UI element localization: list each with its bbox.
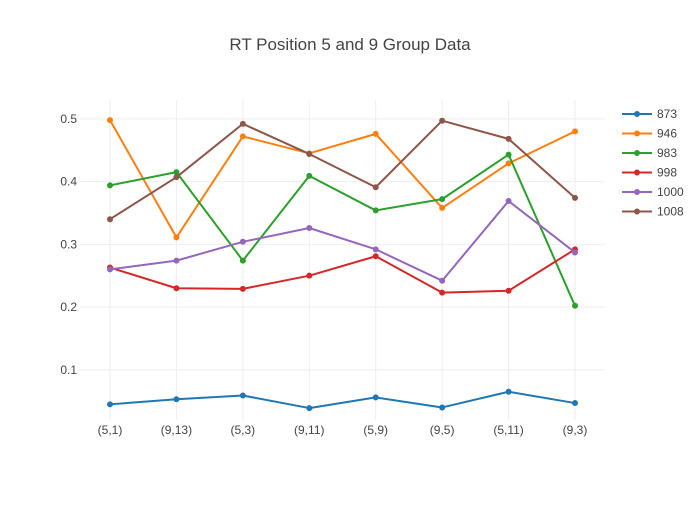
chart-title: RT Position 5 and 9 Group Data — [229, 35, 471, 54]
series-1008 — [107, 117, 578, 223]
data-point[interactable] — [505, 198, 512, 205]
x-tick-label: (9,13) — [161, 423, 192, 437]
data-point[interactable] — [372, 246, 379, 253]
data-point[interactable] — [439, 196, 446, 203]
legend[interactable]: 873 946 983 998 1000 1008 — [622, 107, 684, 219]
legend-swatch-marker — [634, 150, 640, 156]
data-point[interactable] — [572, 400, 578, 407]
data-point[interactable] — [173, 234, 180, 241]
data-point[interactable] — [372, 394, 379, 401]
legend-item-873[interactable]: 873 — [622, 107, 677, 121]
data-point[interactable] — [572, 128, 578, 135]
data-point[interactable] — [505, 388, 512, 395]
data-point[interactable] — [306, 405, 313, 412]
legend-label: 998 — [657, 166, 677, 180]
series-line — [109, 248, 576, 294]
y-tick-label: 0.2 — [60, 300, 77, 314]
data-point[interactable] — [107, 266, 113, 273]
data-point[interactable] — [239, 392, 246, 399]
data-point[interactable] — [306, 272, 313, 279]
data-point[interactable] — [505, 160, 512, 167]
legend-label: 946 — [657, 127, 677, 141]
data-point[interactable] — [173, 174, 180, 181]
data-point[interactable] — [239, 120, 246, 127]
data-point[interactable] — [439, 117, 446, 124]
data-point[interactable] — [107, 401, 113, 408]
data-point[interactable] — [372, 253, 379, 260]
data-point[interactable] — [505, 135, 512, 142]
y-axis-ticks: 0.1 0.2 0.3 0.4 0.5 — [60, 112, 77, 377]
legend-item-998[interactable]: 998 — [622, 166, 677, 180]
data-point[interactable] — [239, 257, 246, 264]
data-point[interactable] — [107, 216, 113, 223]
data-point[interactable] — [173, 257, 180, 264]
series-line — [109, 119, 576, 239]
series-983 — [107, 151, 578, 309]
series-line — [109, 119, 576, 221]
x-axis-ticks: (5,1) (9,13) (5,3) (9,11) (5,9) (9,5) (5,11) (9… — [98, 423, 588, 437]
x-tick-label: (9,3) — [563, 423, 588, 437]
data-point[interactable] — [306, 150, 313, 157]
legend-swatch-marker — [634, 130, 640, 137]
x-tick-label: (5,11) — [493, 423, 523, 437]
y-tick-label: 0.5 — [60, 112, 77, 126]
series-873 — [107, 388, 578, 412]
legend-label: 1008 — [657, 205, 684, 219]
data-point[interactable] — [572, 249, 578, 256]
data-point[interactable] — [173, 285, 180, 292]
data-point[interactable] — [439, 404, 446, 411]
data-point[interactable] — [239, 133, 246, 140]
data-point[interactable] — [439, 289, 446, 296]
series-1000 — [107, 198, 578, 284]
data-point[interactable] — [372, 130, 379, 137]
data-point[interactable] — [505, 287, 512, 294]
legend-swatch-marker — [634, 169, 640, 176]
data-point[interactable] — [306, 172, 313, 179]
x-tick-label: (9,11) — [294, 423, 324, 437]
series-lines — [107, 117, 578, 412]
data-point[interactable] — [439, 204, 446, 211]
data-point[interactable] — [306, 225, 313, 231]
legend-label: 983 — [657, 146, 677, 160]
data-point[interactable] — [439, 277, 446, 284]
legend-label: 873 — [657, 107, 677, 121]
legend-item-1008[interactable]: 1008 — [622, 205, 684, 219]
data-point[interactable] — [239, 285, 246, 292]
series-line — [109, 200, 576, 282]
grid — [80, 100, 605, 420]
data-point[interactable] — [505, 151, 512, 158]
data-point[interactable] — [107, 117, 113, 124]
legend-swatch-marker — [634, 111, 640, 117]
x-tick-label: (9,5) — [430, 423, 455, 437]
series-946 — [107, 117, 578, 241]
data-point[interactable] — [107, 182, 113, 189]
series-line — [109, 390, 576, 410]
legend-swatch-marker — [634, 208, 640, 215]
data-point[interactable] — [239, 238, 246, 245]
y-tick-label: 0.3 — [60, 237, 77, 251]
legend-label: 1000 — [657, 185, 684, 199]
x-tick-label: (5,3) — [231, 423, 256, 437]
legend-item-946[interactable]: 946 — [622, 127, 677, 141]
legend-swatch-marker — [634, 189, 640, 195]
x-tick-label: (5,1) — [98, 423, 123, 437]
data-point[interactable] — [372, 184, 379, 191]
x-tick-label: (5,9) — [363, 423, 388, 437]
series-line — [109, 153, 576, 307]
legend-item-1000[interactable]: 1000 — [622, 185, 684, 199]
data-point[interactable] — [572, 194, 578, 201]
legend-item-983[interactable]: 983 — [622, 146, 677, 160]
series-998 — [107, 246, 578, 296]
data-point[interactable] — [173, 396, 180, 403]
data-point[interactable] — [572, 302, 578, 309]
data-point[interactable] — [173, 169, 180, 176]
data-point[interactable] — [372, 207, 379, 214]
y-tick-label: 0.4 — [60, 175, 77, 189]
y-tick-label: 0.1 — [60, 363, 77, 377]
